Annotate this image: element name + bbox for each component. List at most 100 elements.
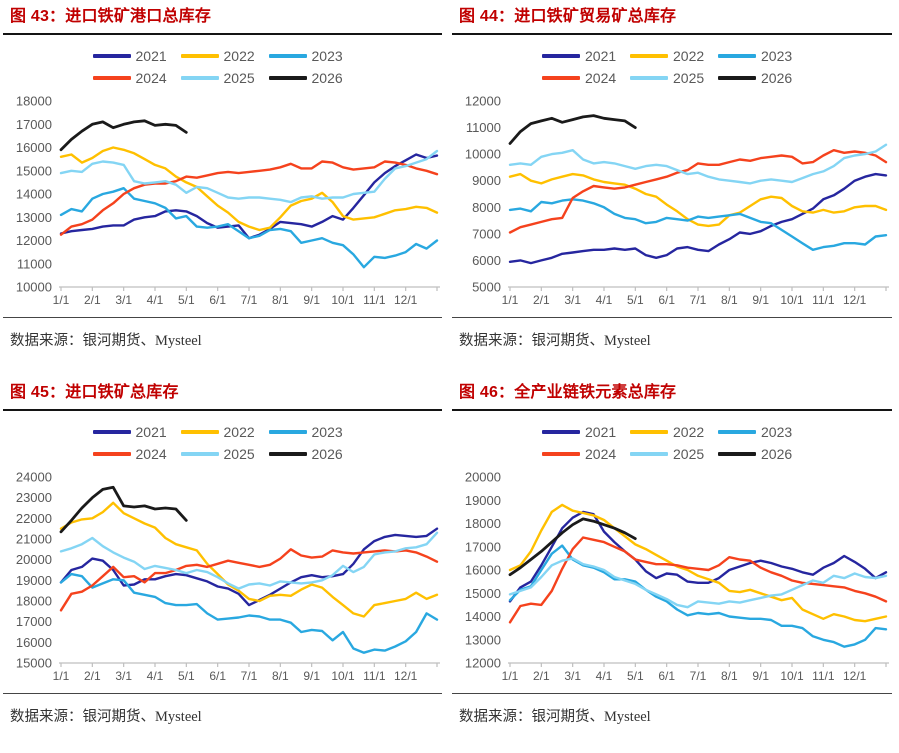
legend-item-2026[interactable]: 2026	[268, 446, 357, 462]
legend-swatch-2023	[268, 54, 307, 58]
legend-item-2026[interactable]: 2026	[268, 70, 357, 86]
source-divider	[3, 693, 442, 694]
y-tick-label: 14000	[16, 187, 52, 202]
legend-item-2026[interactable]: 2026	[718, 71, 806, 85]
legend-item-2022[interactable]: 2022	[630, 425, 718, 439]
x-tick-label: 1/1	[53, 293, 70, 307]
legend-item-2022[interactable]: 2022	[630, 49, 718, 63]
legend-item-2022[interactable]: 2022	[180, 48, 269, 64]
legend-label: 2022	[223, 48, 255, 64]
legend: 2021 2022 2023 2024 2025 2026	[449, 421, 899, 465]
legend-swatch-2021	[542, 430, 580, 434]
y-tick-label: 17000	[16, 614, 52, 629]
series-line-2026	[508, 114, 637, 145]
legend-swatch-2025	[630, 76, 668, 80]
x-tick-label: 12/1	[394, 293, 418, 307]
legend-item-2023[interactable]: 2023	[268, 49, 357, 63]
legend-label: 2026	[761, 446, 793, 462]
y-tick-label: 21000	[16, 532, 52, 547]
legend-item-2025[interactable]: 2025	[630, 447, 718, 461]
x-tick-label: 3/1	[564, 293, 581, 307]
x-tick-label: 8/1	[721, 669, 738, 683]
data-source: 数据来源：银河期货、Mysteel	[459, 709, 651, 725]
legend-item-2022[interactable]: 2022	[180, 425, 269, 439]
legend-item-2023[interactable]: 2023	[268, 425, 357, 439]
series-line-2023	[59, 572, 439, 654]
legend-item-2025[interactable]: 2025	[180, 71, 269, 85]
series-line-2026	[59, 485, 188, 534]
title-divider	[3, 33, 442, 35]
title-divider	[452, 409, 892, 411]
legend-swatch-2026	[268, 76, 307, 80]
legend-item-2023[interactable]: 2023	[718, 49, 806, 63]
y-tick-label: 15000	[16, 163, 52, 178]
y-tick-label: 5000	[472, 280, 501, 295]
legend-label: 2021	[135, 48, 167, 64]
legend-label: 2025	[673, 70, 705, 86]
series-line-2021	[508, 510, 888, 603]
legend-item-2021[interactable]: 2021	[542, 49, 630, 63]
series-line-2021	[59, 527, 439, 607]
x-tick-label: 4/1	[596, 293, 613, 307]
legend-item-2024[interactable]: 2024	[542, 447, 630, 461]
x-tick-label: 12/1	[394, 669, 418, 683]
legend-label: 2026	[311, 70, 343, 86]
y-tick-label: 13000	[16, 210, 52, 225]
legend-item-2023[interactable]: 2023	[718, 425, 806, 439]
legend-swatch-2022	[630, 54, 668, 58]
legend-label: 2023	[761, 48, 793, 64]
x-tick-label: 4/1	[147, 293, 164, 307]
legend-swatch-2021	[92, 54, 131, 58]
series-line-2026	[59, 119, 188, 152]
legend-item-2025[interactable]: 2025	[180, 447, 269, 461]
figure-45-panel: 图 45：进口铁矿总库存 2021 2022 2023 2024 2025 2026 2…	[0, 376, 449, 753]
series-line-2021	[508, 172, 888, 265]
legend-row-1: 2021 2022 2023	[449, 421, 899, 443]
legend-label: 2026	[311, 446, 343, 462]
legend-item-2024[interactable]: 2024	[542, 71, 630, 85]
y-tick-label: 15000	[465, 586, 501, 601]
legend-swatch-2024	[542, 452, 580, 456]
legend-swatch-2024	[92, 76, 131, 80]
x-tick-label: 2/1	[84, 293, 101, 307]
legend-label: 2024	[585, 446, 617, 462]
series-line-2022	[59, 501, 439, 618]
legend-swatch-2023	[268, 430, 307, 434]
figure-44-panel: 图 44：进口铁矿贸易矿总库存 2021 2022 2023 2024 2025 202…	[449, 0, 899, 376]
legend-item-2021[interactable]: 2021	[92, 48, 181, 64]
legend-item-2024[interactable]: 2024	[92, 71, 181, 85]
legend-swatch-2024	[92, 452, 131, 456]
source-divider	[3, 317, 442, 318]
series-line-2024	[508, 536, 888, 624]
x-tick-label: 12/1	[843, 669, 867, 683]
x-tick-label: 11/1	[812, 293, 835, 307]
y-tick-label: 14000	[465, 609, 501, 624]
series-line-2022	[508, 172, 888, 228]
x-tick-label: 7/1	[241, 293, 258, 307]
legend-item-2021[interactable]: 2021	[92, 425, 181, 439]
data-source: 数据来源：银河期货、Mysteel	[10, 333, 202, 349]
y-tick-label: 17000	[465, 539, 501, 554]
line-chart-iron-element-inventory: 20000 19000 18000 17000 16000 15000 14000 13000…	[465, 470, 889, 683]
y-tick-label: 6000	[472, 253, 501, 268]
legend-item-2024[interactable]: 2024	[92, 447, 181, 461]
line-chart-total-inventory: 24000 23000 22000 21000 20000 19000 18000 17000…	[16, 470, 440, 683]
x-tick-label: 5/1	[178, 669, 195, 683]
x-tick-label: 5/1	[178, 293, 195, 307]
legend-item-2026[interactable]: 2026	[718, 447, 806, 461]
legend-row-1: 2021 2022 2023	[0, 45, 449, 67]
y-tick-label: 16000	[16, 140, 52, 155]
legend-row-2: 2024 2025 2026	[0, 443, 449, 465]
legend-item-2021[interactable]: 2021	[542, 425, 630, 439]
x-tick-label: 1/1	[502, 293, 519, 307]
legend-label: 2021	[585, 424, 617, 440]
legend-swatch-2026	[718, 452, 756, 456]
y-tick-label: 12000	[465, 94, 501, 109]
x-tick-label: 6/1	[658, 293, 675, 307]
x-tick-label: 6/1	[209, 293, 226, 307]
legend-swatch-2025	[180, 452, 219, 456]
legend-item-2025[interactable]: 2025	[630, 71, 718, 85]
x-tick-label: 11/1	[812, 669, 835, 683]
legend-row-1: 2021 2022 2023	[449, 45, 899, 67]
x-tick-label: 6/1	[658, 669, 675, 683]
